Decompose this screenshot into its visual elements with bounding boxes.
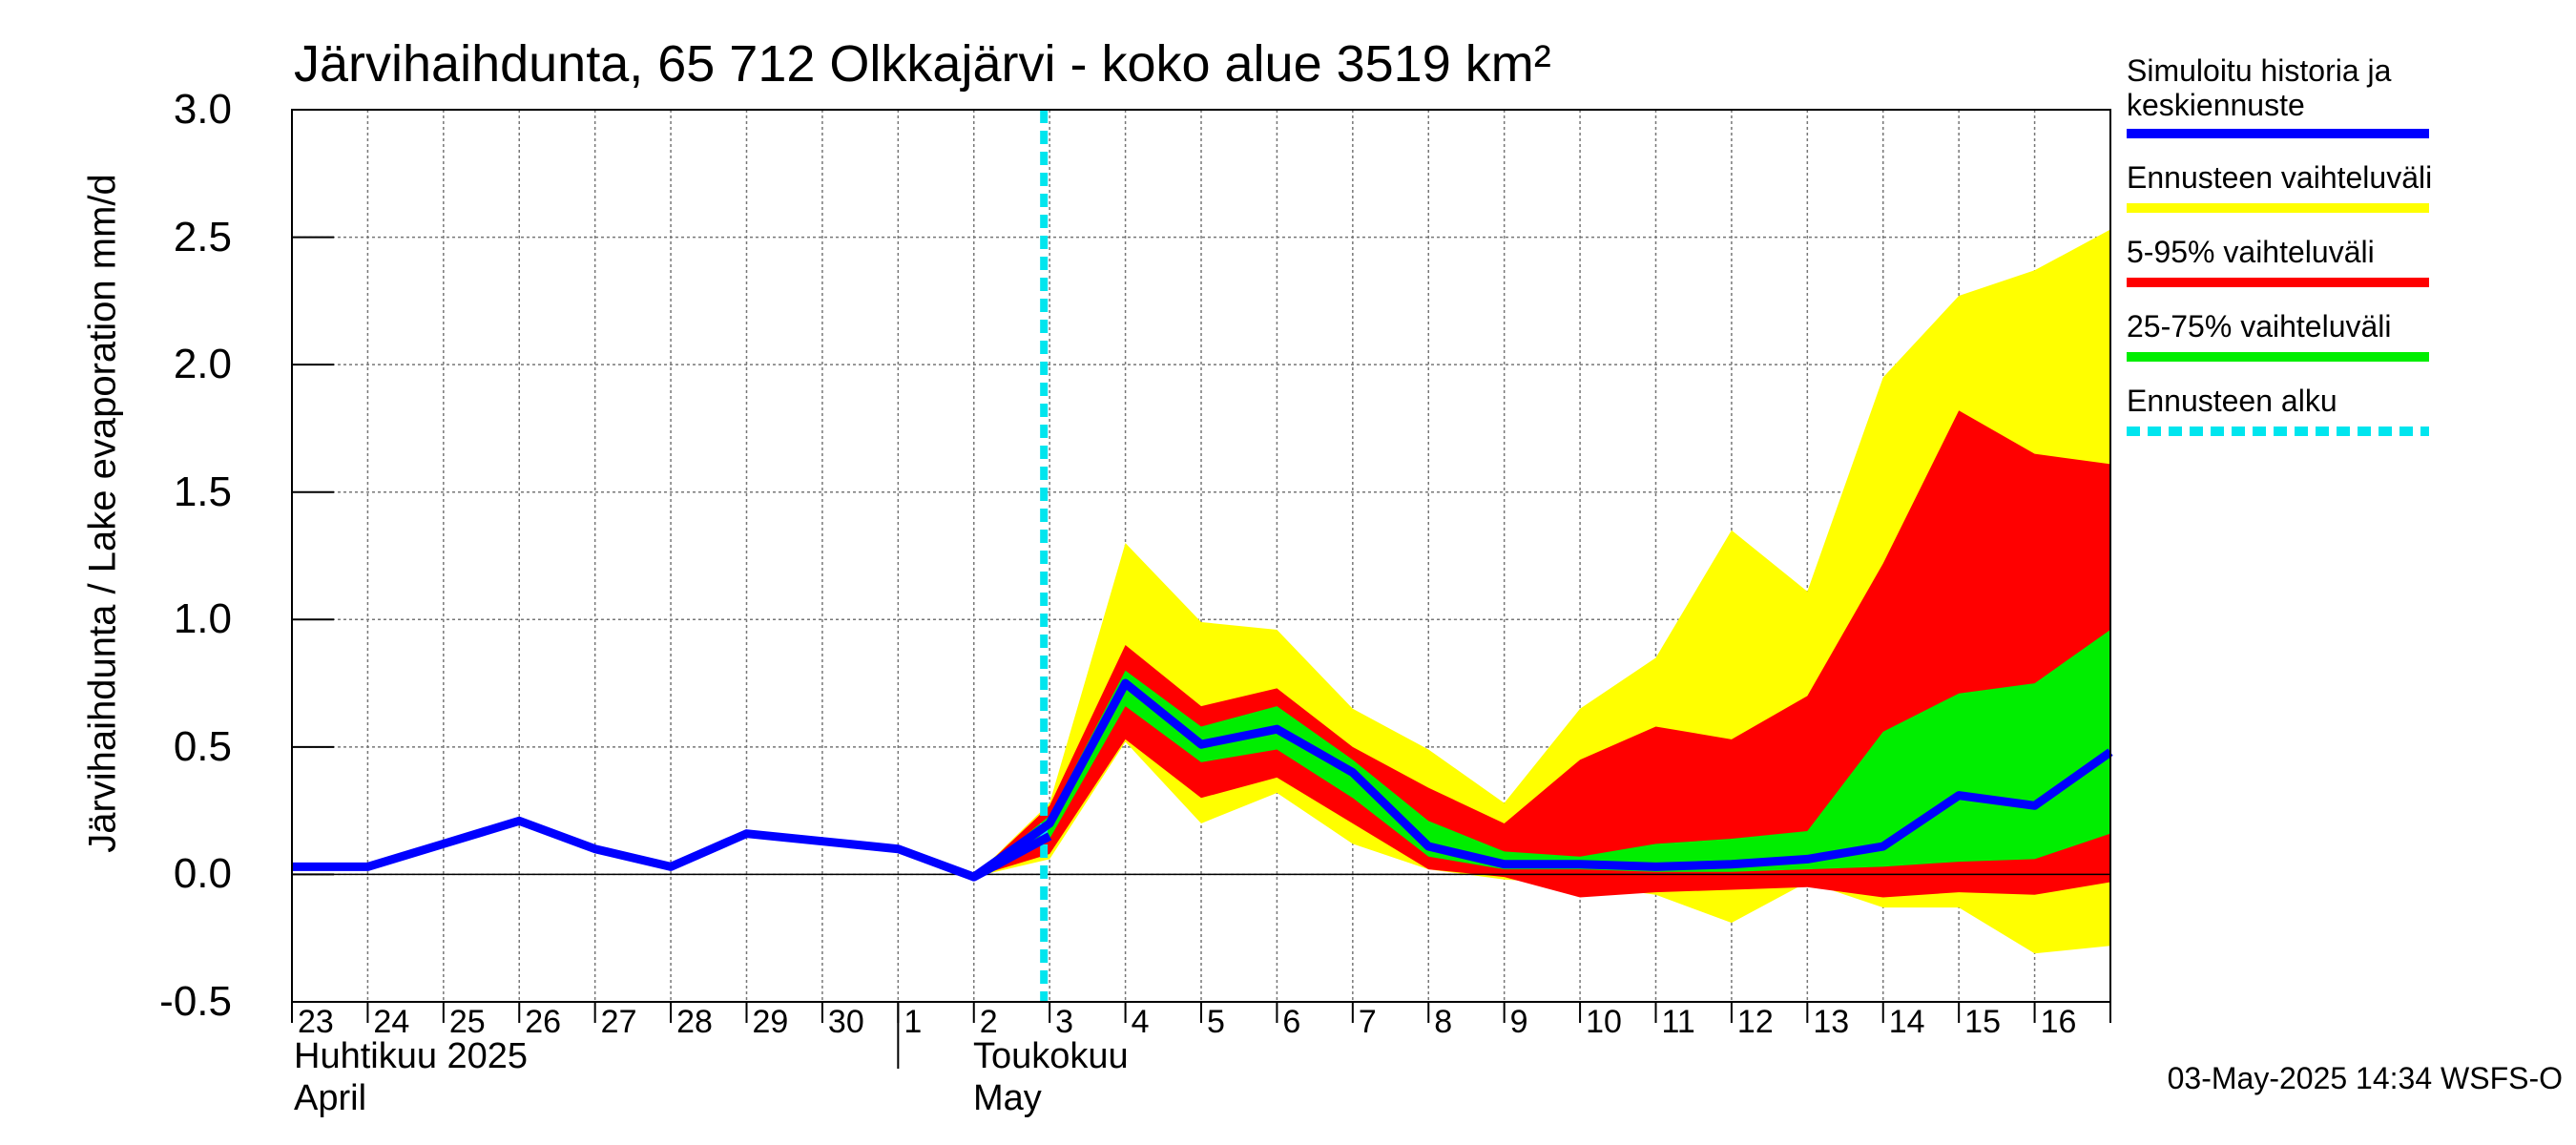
x-tick-label: 8 [1434,1004,1453,1040]
month-label-may-en: May [973,1078,1042,1118]
legend-label-median: Simuloitu historia ja keskiennuste [2127,53,2392,122]
band-25-75 [973,629,2110,878]
x-tick-label: 4 [1131,1004,1150,1040]
x-tick-label: 2 [979,1004,998,1040]
x-tick-label: 11 [1661,1004,1695,1040]
month-label-april-fi: Huhtikuu 2025 [294,1036,529,1076]
series-lines [292,110,2113,1002]
y-tick-label: 3.0 [173,86,232,133]
x-tick-label: 15 [1964,1004,2001,1040]
axes [291,109,2111,1069]
forecast-bands [973,229,2110,954]
x-tick-label: 27 [600,1004,637,1040]
y-tick-label: 2.5 [173,213,232,260]
x-tick-label: 23 [298,1004,334,1040]
x-tick-label: 13 [1813,1004,1850,1040]
x-tick-label: 26 [525,1004,562,1040]
y-axis-label: Järvihaihdunta / Lake evaporation mm/d [81,174,124,853]
legend-label-forecast-start: Ennusteen alku [2127,384,2337,418]
legend-label-p5-95: 5-95% vaihteluväli [2127,235,2375,269]
x-tick-label: 6 [1282,1004,1301,1040]
month-label-april-en: April [294,1078,367,1118]
x-tick-label: 29 [752,1004,789,1040]
y-tick-label: 0.5 [173,722,232,770]
x-tick-label: 5 [1207,1004,1225,1040]
x-tick-label: 30 [827,1004,864,1040]
x-tick-label: 14 [1888,1004,1925,1040]
legend-swatches [2127,129,2429,436]
month-label-may-fi: Toukokuu [973,1036,1129,1076]
x-tick-label: 16 [2040,1004,2077,1040]
x-tick-label: 10 [1586,1004,1622,1040]
x-tick-label: 9 [1509,1004,1528,1040]
median-forecast-line [971,678,2113,881]
x-tick-label: 25 [448,1004,486,1040]
y-tick-label: 0.0 [173,850,232,898]
x-tick-label: 3 [1055,1004,1074,1040]
x-tick-label: 24 [373,1004,410,1040]
timestamp-footer: 03-May-2025 14:34 WSFS-O [2167,1061,2563,1095]
y-tick-label: 1.0 [173,595,232,643]
chart-title: Järvihaihdunta, 65 712 Olkkajärvi - koko… [294,35,1551,93]
x-tick-label: 28 [676,1004,713,1040]
y-tick-label: 2.0 [173,341,232,388]
band-5-95 [973,410,2110,898]
y-tick-label: -0.5 [159,978,232,1025]
x-tick-label: 7 [1358,1004,1377,1040]
y-tick-label: 1.5 [173,468,232,515]
legend-label-p25-75: 25-75% vaihteluväli [2127,309,2392,344]
legend-label-range: Ennusteen vaihteluväli [2127,160,2433,195]
x-tick-label: 12 [1736,1004,1774,1040]
x-tick-label: 1 [904,1004,923,1040]
history-line [292,816,1052,882]
